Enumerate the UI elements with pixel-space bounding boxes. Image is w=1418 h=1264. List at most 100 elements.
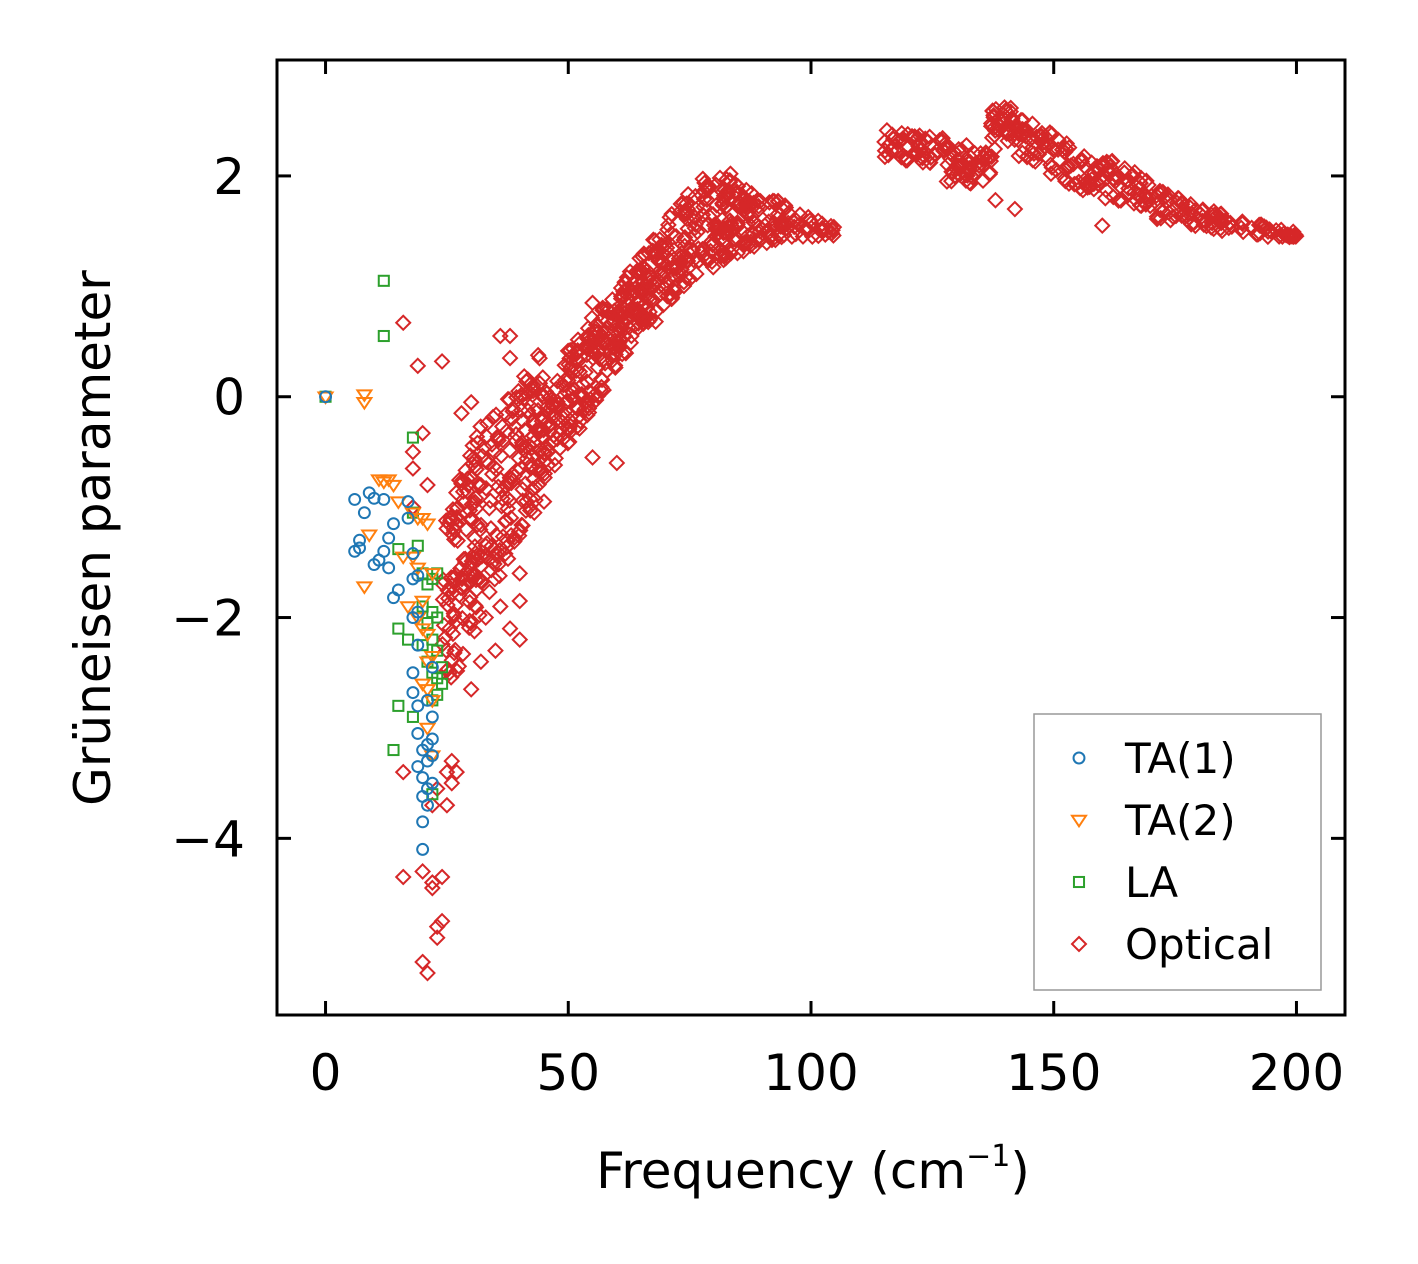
y-axis-ticks: −4 −2 0 2 — [171, 148, 1345, 868]
ta-1-point — [416, 842, 430, 856]
ta-1-point — [421, 693, 434, 707]
optical-band-point — [606, 357, 624, 374]
optical-point — [428, 918, 446, 936]
optical-band-point — [589, 343, 607, 360]
optical-band-point — [1210, 213, 1228, 230]
optical-point — [487, 642, 504, 660]
optical-band-point — [695, 198, 713, 216]
optical-point — [419, 964, 436, 982]
optical-point — [647, 313, 665, 331]
optical-band-point — [1010, 147, 1028, 165]
optical-band-point — [507, 432, 525, 450]
ta-1-point — [367, 491, 381, 505]
optical-band-point — [465, 494, 482, 512]
optical-band-point — [505, 533, 523, 550]
ta-1-point — [411, 605, 425, 619]
optical-band-point — [1132, 174, 1149, 192]
optical-band-point — [1173, 193, 1191, 211]
optical-band-point — [436, 629, 454, 647]
optical-band-point — [1047, 161, 1065, 179]
legend-marker-la — [1072, 875, 1086, 889]
ta-1-point — [425, 749, 439, 763]
optical-point — [433, 352, 451, 370]
optical-band-point — [490, 555, 508, 573]
x-axis-title: Frequency (cm−1) — [596, 1139, 1030, 1200]
optical-band-point — [554, 376, 572, 394]
la-point — [377, 274, 390, 287]
optical-band-point — [607, 341, 625, 359]
la-point — [402, 633, 415, 646]
optical-band-point — [711, 220, 729, 238]
y-axis-title: Grüneisen parameter — [64, 270, 122, 806]
optical-band-point — [686, 209, 704, 227]
optical-band-point — [641, 273, 659, 291]
ta-2-point — [370, 474, 388, 488]
optical-band-point — [481, 583, 498, 601]
ta-2-point — [413, 595, 432, 610]
optical-band-point — [589, 387, 607, 405]
x-tick-label: 50 — [536, 1044, 600, 1102]
optical-band-point — [1247, 225, 1265, 243]
optical-point — [608, 333, 626, 350]
optical-band-point — [578, 339, 595, 357]
optical-band-point — [951, 166, 969, 183]
optical-band-point — [499, 500, 517, 518]
optical-band-point — [1156, 188, 1174, 206]
optical-band-point — [995, 114, 1013, 132]
optical-band-point — [439, 590, 457, 607]
optical-band-point — [538, 398, 556, 416]
optical-band-point — [1152, 209, 1170, 227]
optical-band-point — [501, 441, 519, 459]
la-point — [431, 611, 444, 624]
optical-band-point — [960, 159, 978, 177]
optical-point — [414, 424, 432, 442]
ta-2-point — [355, 389, 374, 403]
optical-band-point — [1217, 211, 1234, 229]
optical-band-point — [697, 250, 715, 268]
optical-band-point — [922, 149, 940, 167]
optical-band-point — [547, 380, 565, 398]
optical-band-point — [445, 521, 463, 539]
optical-band-point — [515, 442, 533, 460]
optical-band-point — [461, 593, 479, 611]
optical-band-point — [477, 453, 495, 471]
optical-band-point — [646, 232, 664, 249]
optical-band-point — [739, 227, 757, 245]
ta-1-point — [377, 544, 391, 558]
optical-band-point — [1075, 157, 1093, 175]
optical-point — [453, 404, 470, 422]
optical-band-point — [584, 394, 602, 412]
legend-box — [1033, 713, 1322, 991]
optical-band-point — [483, 465, 501, 483]
optical-band-point — [694, 206, 712, 224]
optical-band-point — [444, 625, 462, 643]
optical-band-point — [663, 288, 681, 306]
optical-band-point — [758, 234, 776, 252]
optical-point — [511, 631, 529, 649]
optical-band-point — [1243, 219, 1261, 237]
optical-band-point — [1021, 130, 1039, 148]
optical-band-point — [982, 152, 1000, 170]
x-tick-label: 200 — [1249, 1044, 1344, 1102]
optical-point — [501, 349, 519, 367]
optical-band-point — [616, 343, 634, 361]
optical-band-point — [1002, 103, 1020, 121]
legend-label-la: LA — [1125, 858, 1178, 907]
optical-band-point — [693, 243, 711, 261]
optical-band-point — [465, 449, 483, 467]
optical-band-point — [513, 437, 531, 455]
optical-band-point — [524, 480, 542, 498]
optical-band-point — [585, 387, 603, 405]
optical-band-point — [527, 460, 545, 478]
la-point — [392, 622, 405, 635]
ta-1-point — [425, 660, 439, 674]
optical-point — [433, 868, 451, 886]
optical-point — [394, 763, 412, 781]
legend-marker-ta-1 — [1072, 751, 1086, 765]
optical-band-point — [560, 433, 578, 451]
optical-band-point — [724, 230, 742, 248]
optical-band-point — [958, 136, 975, 154]
optical-band-point — [1059, 157, 1077, 174]
optical-band-point — [905, 145, 923, 162]
optical-band-point — [981, 165, 999, 183]
